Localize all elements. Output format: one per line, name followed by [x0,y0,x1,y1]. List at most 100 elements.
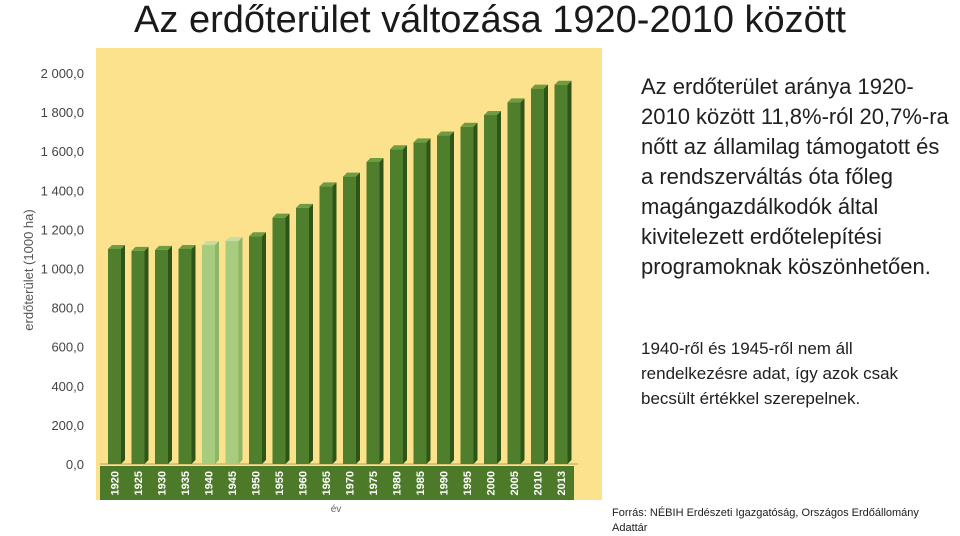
bar-2000 [484,115,497,464]
y-tick-label: 1 600,0 [41,144,84,159]
bar-side-1960 [309,203,313,464]
bar-top-2000 [484,111,501,116]
x-tick-label: 1985 [415,471,427,495]
bar-side-1935 [191,244,196,464]
y-tick-label: 0,0 [66,457,84,472]
bar-top-1935 [178,244,196,249]
bar-side-1955 [285,213,290,464]
bar-side-1945 [238,237,243,464]
y-tick-label: 1 800,0 [41,105,84,120]
bar-side-1985 [426,138,431,464]
bar-1985 [413,142,427,464]
bar-top-2005 [507,98,525,103]
x-tick-label: 1955 [274,471,286,495]
bar-side-2000 [497,111,501,464]
x-tick-label: 1965 [321,471,333,495]
summary-text: Az erdőterület aránya 1920-2010 között 1… [641,74,949,279]
x-tick-label: 1970 [345,471,357,495]
bar-top-1930 [155,245,172,250]
bar-1945 [225,241,239,464]
bar-top-1960 [296,203,313,208]
bar-2010 [531,88,544,464]
bar-1950 [249,236,262,464]
y-axis-label: erdőterület (1000 ha) [21,209,36,330]
estimate-note: 1940-ről és 1945-ről nem áll rendelkezés… [641,339,899,408]
x-tick-label: 2010 [533,471,545,495]
y-tick-label: 1 200,0 [41,222,84,237]
bar-top-1945 [225,237,243,242]
bar-top-1985 [413,138,431,143]
x-tick-label: 2005 [509,471,521,495]
bar-top-1950 [249,232,266,237]
bar-side-1990 [450,131,454,464]
bar-side-1970 [356,172,360,465]
x-tick-label: 1940 [204,471,216,495]
x-label-band [100,466,574,500]
x-tick-label: 1945 [227,471,239,495]
bar-2013 [554,84,568,464]
x-tick-label: 1930 [157,471,169,495]
bar-top-1995 [460,122,478,127]
bar-side-1995 [473,122,478,464]
bar-side-1920 [121,244,125,464]
bar-1955 [272,217,286,464]
y-tick-label: 800,0 [51,301,84,316]
x-tick-label: 2000 [486,471,498,495]
bar-side-1980 [403,145,407,464]
x-tick-label: 1950 [251,471,263,495]
x-tick-label: 1990 [439,471,451,495]
bar-top-2013 [554,80,572,85]
axis-area-background [0,46,96,500]
bar-1965 [319,186,333,464]
bar-2005 [507,102,521,464]
bar-top-2010 [531,84,548,89]
y-tick-label: 200,0 [51,418,84,433]
y-tick-label: 400,0 [51,379,84,394]
x-tick-label: 1980 [392,471,404,495]
bar-side-2013 [567,80,572,464]
bar-top-1925 [131,246,149,251]
bar-side-1925 [144,246,149,464]
bar-side-2010 [544,84,548,464]
bar-1980 [390,149,403,464]
y-tick-label: 1 000,0 [41,262,84,277]
bar-1920 [108,248,121,464]
x-tick-label: 1975 [368,471,380,495]
bar-side-1975 [379,157,384,464]
bar-1970 [343,176,356,465]
bar-1990 [437,135,450,464]
x-tick-label: 1925 [133,471,145,495]
bar-side-1965 [332,182,337,464]
bar-top-1980 [390,145,407,150]
x-tick-label: 2013 [556,471,568,495]
bar-1975 [366,161,380,464]
x-tick-label: 1995 [462,471,474,495]
y-tick-label: 2 000,0 [41,66,84,81]
x-tick-label: 1935 [180,471,192,495]
bar-side-1950 [262,232,266,464]
y-tick-label: 1 400,0 [41,183,84,198]
bar-1930 [155,249,168,464]
x-tick-label: 1920 [110,471,122,495]
bar-top-1920 [108,244,125,249]
x-tick-label: 1960 [298,471,310,495]
bar-top-1990 [437,131,454,136]
chart-title: Az erdőterület változása 1920-2010 közöt… [134,0,846,41]
x-axis-label: év [331,504,342,515]
bar-side-1930 [168,245,172,464]
bar-1940 [202,245,215,464]
bar-side-2005 [520,98,525,464]
bar-1925 [131,250,145,464]
bar-top-1940 [202,241,219,246]
source-text: Forrás: NÉBIH Erdészeti Igazgatóság, Ors… [612,507,919,534]
bar-side-1940 [215,241,219,464]
bar-top-1955 [272,213,290,218]
bar-top-1975 [366,157,384,162]
bar-1935 [178,248,192,464]
y-tick-label: 600,0 [51,340,84,355]
bar-top-1965 [319,182,337,187]
bar-1960 [296,207,309,464]
bar-1995 [460,126,474,464]
bar-top-1970 [343,172,360,177]
